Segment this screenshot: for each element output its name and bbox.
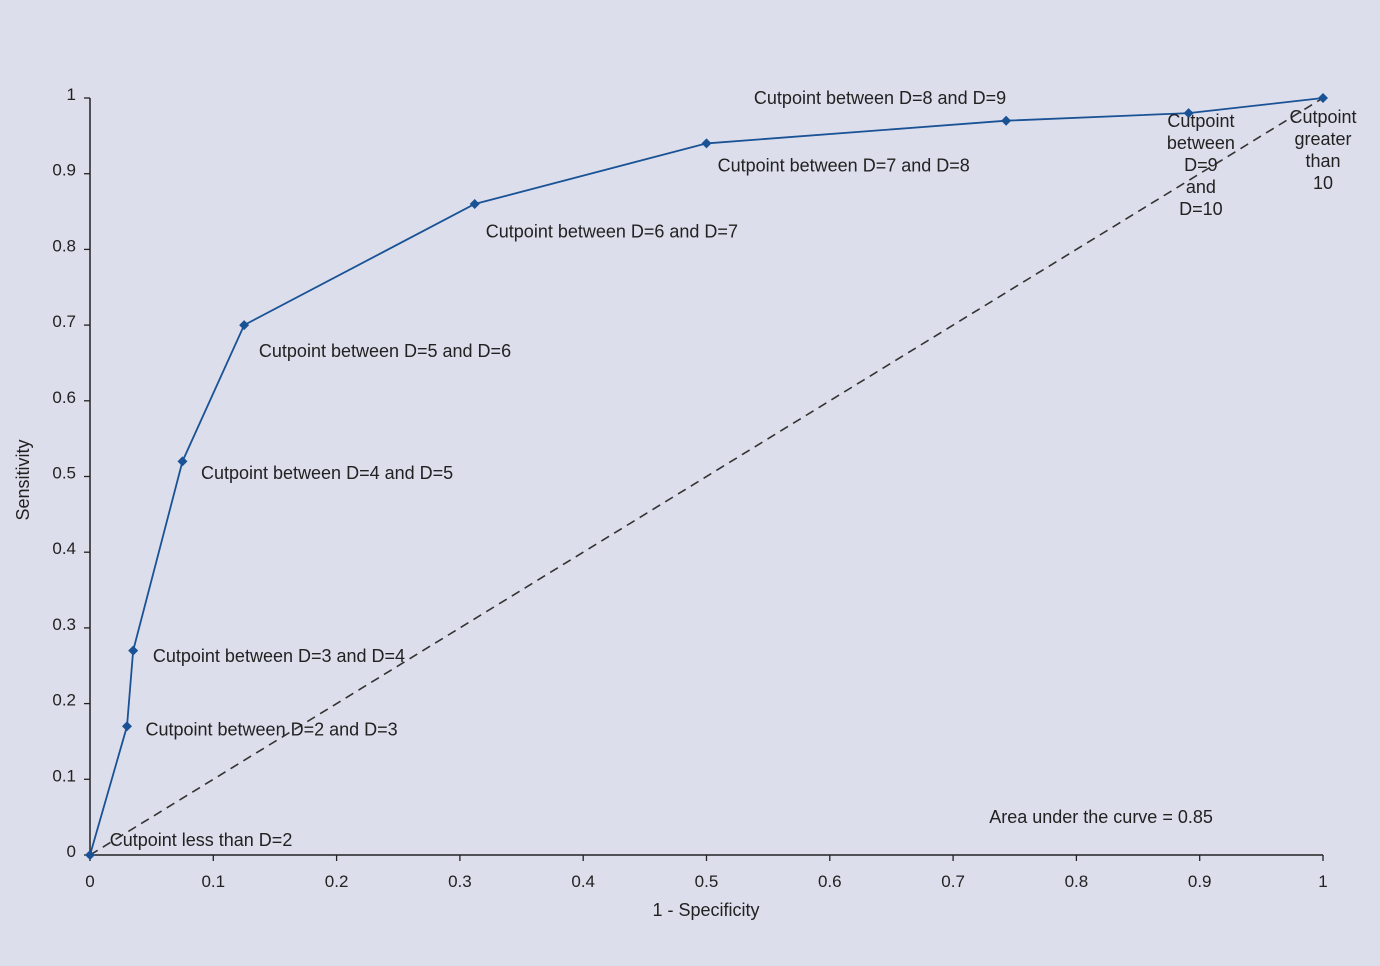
data-point-marker <box>1318 93 1328 103</box>
y-tick-label: 0.3 <box>52 615 76 634</box>
point-annotation: Cutpoint between D=9 and D=10 <box>1167 111 1235 219</box>
data-point-marker <box>177 456 188 467</box>
data-point-marker <box>1183 108 1194 119</box>
y-tick-label: 0.1 <box>52 766 76 785</box>
data-point-marker <box>121 721 132 732</box>
y-tick-label: 0.9 <box>52 161 76 180</box>
axes: 0 0.1 0.2 0.3 0.4 0.5 0.6 0.7 0.8 0.9 1 0 0.1 0.2 0.3 0… <box>52 85 1327 891</box>
series-layer <box>85 93 1328 860</box>
point-annotation: Cutpoint between D=2 and D=3 <box>145 719 397 739</box>
y-tick-label: 0.8 <box>52 236 76 255</box>
x-tick-label: 1 <box>1318 872 1327 891</box>
point-annotation: Cutpoint between D=4 and D=5 <box>201 463 453 483</box>
x-tick-label: 0.7 <box>941 872 965 891</box>
point-annotation: Cutpoint between D=8 and D=9 <box>754 88 1006 108</box>
x-tick-label: 0.1 <box>201 872 225 891</box>
y-axis-label: Sensitivity <box>13 439 33 520</box>
point-annotation: Cutpoint between D=7 and D=8 <box>718 155 970 175</box>
y-tick-label: 0.4 <box>52 539 76 558</box>
y-tick-label: 0.5 <box>52 464 76 483</box>
x-tick-label: 0 <box>85 872 94 891</box>
data-point-marker <box>469 198 480 209</box>
reference-line-layer <box>89 97 1324 856</box>
x-tick-label: 0.6 <box>818 872 842 891</box>
x-tick-label: 0.8 <box>1065 872 1089 891</box>
y-tick-label: 0.2 <box>52 691 76 710</box>
reference-diagonal-line <box>89 97 1324 856</box>
point-annotation: Cutpoint between D=6 and D=7 <box>486 221 738 241</box>
x-tick-label: 0.5 <box>695 872 719 891</box>
data-point-marker <box>1001 115 1012 126</box>
data-point-marker <box>239 320 250 331</box>
y-tick-label: 1 <box>67 85 76 104</box>
point-annotation: Cutpoint greater than 10 <box>1289 107 1356 193</box>
x-tick-label: 0.4 <box>571 872 595 891</box>
roc-curve-line <box>89 97 1324 856</box>
y-tick-label: 0 <box>67 842 76 861</box>
data-point-marker <box>85 850 95 860</box>
x-tick-label: 0.2 <box>325 872 349 891</box>
point-annotation: Cutpoint between D=3 and D=4 <box>153 646 405 666</box>
x-tick-label: 0.9 <box>1188 872 1212 891</box>
data-point-marker <box>701 138 712 149</box>
data-point-marker <box>128 645 139 656</box>
point-annotation: Cutpoint between D=5 and D=6 <box>259 341 511 361</box>
x-axis-label: 1 - Specificity <box>652 900 759 920</box>
point-annotation: Area under the curve = 0.85 <box>989 807 1213 827</box>
y-tick-label: 0.6 <box>52 388 76 407</box>
y-tick-label: 0.7 <box>52 312 76 331</box>
x-tick-label: 0.3 <box>448 872 472 891</box>
point-annotation: Cutpoint less than D=2 <box>110 830 293 850</box>
annotations: Cutpoint less than D=2 Cutpoint between D… <box>110 88 1357 850</box>
